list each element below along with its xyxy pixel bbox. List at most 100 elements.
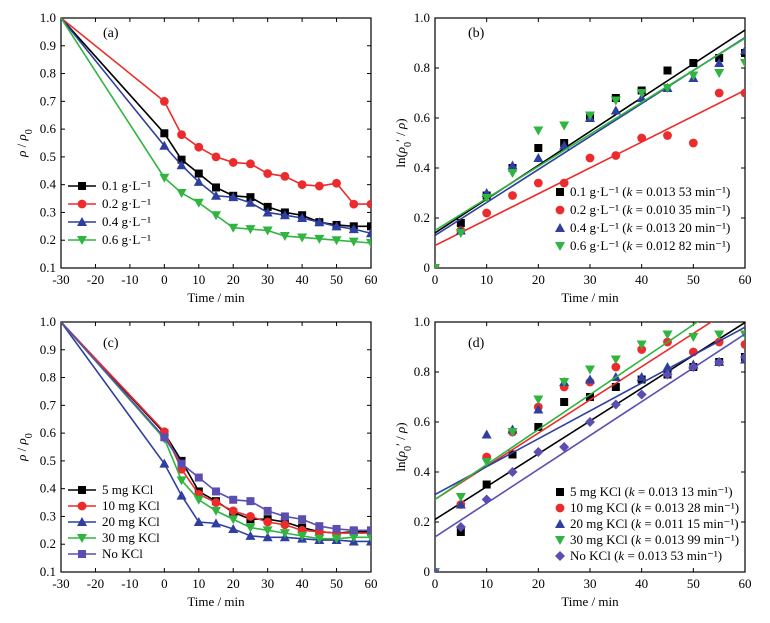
data-point: [663, 131, 672, 140]
y-tick-label: 0.1: [40, 260, 56, 275]
data-point: [177, 459, 186, 468]
data-point: [507, 428, 518, 437]
x-tick-label: -20: [87, 576, 104, 591]
y-tick-label: 0.7: [40, 397, 57, 412]
data-point: [211, 190, 221, 200]
x-tick-label: 30: [261, 576, 274, 591]
legend-marker: [555, 536, 565, 545]
data-point: [159, 173, 170, 183]
data-point: [366, 239, 371, 248]
chart-panel-d: 0 10 20 30 40 50 60 0 0.2 0.4 0.6 0.8 1.0 Time / min l…: [393, 314, 752, 609]
y-tick-label: 0.8: [414, 60, 430, 75]
data-point: [331, 221, 342, 231]
data-point: [366, 228, 371, 238]
data-point: [228, 158, 238, 167]
data-point: [560, 398, 569, 406]
data-point: [611, 362, 621, 372]
data-point: [740, 352, 745, 362]
y-tick-label: 0.4: [40, 481, 57, 496]
data-point: [559, 121, 570, 131]
data-point: [559, 178, 569, 188]
panel-label: (b): [468, 26, 485, 41]
y-tick-label: 0.3: [40, 508, 56, 523]
data-point: [714, 69, 725, 78]
data-point: [159, 140, 170, 150]
data-point: [176, 189, 187, 198]
data-point: [636, 372, 647, 381]
data-point: [279, 232, 290, 242]
x-tick-label: 50: [687, 576, 700, 591]
legend-marker: [77, 236, 87, 245]
series-3: [435, 37, 745, 268]
data-point: [262, 526, 273, 536]
data-point: [348, 533, 359, 543]
data-point: [533, 395, 544, 405]
data-point: [688, 362, 699, 372]
data-point: [366, 533, 371, 543]
data-point: [740, 340, 745, 349]
data-point: [507, 169, 518, 178]
data-point: [262, 226, 273, 236]
data-point: [507, 160, 518, 170]
y-tick-label: 0.5: [40, 149, 56, 164]
data-point: [714, 58, 725, 67]
data-point: [246, 159, 255, 169]
data-point: [435, 264, 440, 268]
data-point: [331, 534, 342, 544]
data-point: [262, 207, 273, 217]
data-point: [228, 515, 239, 525]
data-point: [585, 374, 595, 384]
data-point: [159, 458, 170, 468]
legend-label: 20 mg KCl (k = 0.011 15 min⁻¹): [570, 516, 739, 531]
y-axis-label: ln(ρ0′ / ρ): [393, 118, 414, 167]
data-point: [349, 526, 358, 535]
data-point: [481, 494, 492, 505]
data-point: [245, 530, 256, 540]
data-point: [663, 66, 672, 75]
data-point: [534, 423, 543, 431]
y-tick-label: 0.5: [40, 453, 56, 468]
y-tick-label: 0.1: [40, 564, 56, 579]
data-point: [662, 330, 673, 340]
legend-label: 5 mg KCl: [102, 482, 154, 497]
data-point: [263, 202, 272, 211]
data-point: [176, 476, 187, 486]
data-point: [714, 357, 725, 367]
y-tick-label: 0.6: [40, 121, 57, 136]
plot-frame: [60, 321, 372, 573]
series-3: [61, 322, 371, 544]
y-axis-label: ln(ρ0′ / ρ): [393, 422, 414, 471]
data-point: [193, 495, 204, 505]
data-point: [194, 169, 203, 178]
y-tick-label: 0.8: [40, 66, 56, 81]
data-point: [298, 515, 307, 524]
data-point: [297, 213, 308, 222]
x-tick-label: 30: [584, 576, 597, 591]
data-point: [636, 340, 647, 350]
legend-label: 0.1 g·L⁻¹: [102, 178, 151, 193]
data-point: [367, 526, 371, 535]
data-point: [193, 176, 204, 186]
data-point: [211, 152, 221, 162]
data-point: [246, 193, 255, 202]
data-point: [211, 518, 221, 528]
y-tick-label: 0.2: [414, 514, 430, 529]
x-tick-label: -30: [52, 576, 69, 591]
data-point: [297, 180, 307, 190]
y-tick-label: 0.9: [40, 38, 56, 53]
chart-panel-b: 0 10 20 30 40 50 60 0 0.2 0.4 0.6 0.8 1.0 Time / min l…: [393, 10, 752, 305]
y-tick-label: 0.7: [40, 93, 57, 108]
data-point: [740, 45, 745, 55]
panel-label: (c): [103, 336, 119, 351]
plot-area: [61, 18, 371, 248]
data-point: [740, 330, 745, 340]
legend-label: 0.6 g·L⁻¹ (k = 0.012 82 min⁻¹): [570, 238, 730, 253]
y-tick-label: 1.0: [414, 314, 430, 329]
legend-marker: [556, 488, 564, 496]
data-point: [314, 217, 325, 227]
x-tick-label: 40: [296, 272, 309, 287]
x-axis-label: Time / min: [187, 290, 245, 305]
data-point: [229, 495, 238, 504]
x-tick-label: -20: [87, 272, 104, 287]
data-point: [176, 490, 187, 500]
